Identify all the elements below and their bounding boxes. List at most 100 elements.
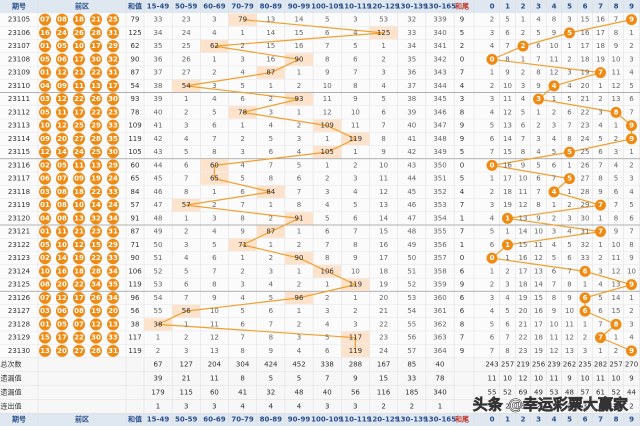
summary-range: 116	[377, 389, 391, 397]
tail-omission: 32	[581, 241, 590, 249]
tail-omission: 17	[581, 42, 590, 50]
ball-circle	[56, 26, 68, 39]
tail-hit-circle	[595, 226, 606, 238]
tail-omission: 8	[505, 55, 509, 63]
ball-number: 08	[57, 214, 67, 222]
watermark: 头条 @幸运彩票大赢家	[473, 396, 628, 414]
range-omission: 49	[407, 241, 416, 249]
summary-range: 2	[381, 403, 385, 411]
ball-number: 22	[91, 69, 101, 77]
tail-hit-circle	[579, 265, 591, 277]
ball-number: 34	[108, 294, 118, 302]
range-omission: 5	[184, 148, 188, 156]
ball-circle	[39, 278, 51, 291]
tail-omission: 16	[519, 254, 528, 262]
tail-omission: 2	[614, 347, 618, 355]
tail: 3	[460, 95, 464, 103]
tail-hit: 5	[567, 29, 572, 37]
tail-omission: 3	[552, 228, 556, 236]
summary-range: 4	[297, 403, 302, 411]
range-omission: 1	[297, 228, 301, 236]
tail-omission: 9	[629, 254, 633, 262]
range-hit: 96	[295, 294, 304, 302]
ball-number: 15	[91, 241, 101, 249]
tail-omission: 18	[503, 188, 512, 196]
range-omission: 2	[353, 307, 357, 315]
tail: 7	[460, 69, 464, 77]
tail-omission: 21	[581, 95, 590, 103]
tail-omission: 1	[505, 228, 509, 236]
range-omission: 4	[212, 29, 217, 37]
summary-tail: 11	[488, 375, 497, 383]
range-omission: 2	[240, 42, 244, 50]
tail-hit: 7	[598, 334, 603, 342]
range-omission: 5	[240, 307, 244, 315]
range-omission: 6	[269, 307, 274, 315]
sum: 119	[128, 281, 141, 289]
ball-number: 12	[57, 294, 67, 302]
range-omission: 2	[212, 69, 216, 77]
ball-circle	[39, 53, 51, 66]
range-omission: 4	[212, 228, 217, 236]
tail-omission: 11	[612, 69, 621, 77]
range-omission: 40	[154, 108, 163, 116]
range-omission: 7	[212, 267, 216, 275]
tail-omission: 16	[503, 161, 512, 169]
range-omission: 11	[351, 122, 360, 130]
ball-circle	[73, 66, 85, 79]
ball-circle	[107, 331, 119, 344]
tail-omission: 9	[521, 161, 525, 169]
range-omission: 345	[433, 95, 446, 103]
tail: 5	[460, 175, 464, 183]
tail-omission: 4	[490, 42, 495, 50]
range-omission: 9	[353, 254, 357, 262]
range-hit: 65	[210, 175, 219, 183]
range-omission: 7	[297, 188, 301, 196]
summary-tail: 53	[550, 389, 559, 397]
tail-omission: 6	[567, 254, 572, 262]
range-omission: 8	[212, 281, 216, 289]
ball-number: 13	[108, 320, 118, 328]
range-omission: 1	[297, 108, 301, 116]
ball-circle	[73, 132, 85, 145]
ball-circle	[56, 119, 68, 132]
ball-number: 11	[74, 82, 84, 90]
range-omission: 356	[433, 241, 447, 249]
tail-omission: 7	[598, 320, 602, 328]
ball-number: 14	[91, 201, 101, 209]
range-omission: 15	[295, 29, 304, 37]
ball-circle	[107, 318, 119, 331]
ball-number: 01	[40, 201, 50, 209]
range-hit: 117	[349, 334, 362, 342]
range-omission: 7	[240, 334, 244, 342]
tail-omission: 1	[629, 148, 633, 156]
ball-number: 29	[91, 122, 101, 130]
range-omission: 2	[297, 241, 301, 249]
tail-omission: 3	[567, 69, 571, 77]
summary-tail: 2	[536, 403, 540, 411]
range-omission: 6	[297, 175, 302, 183]
tail-omission: 13	[612, 95, 621, 103]
range-omission: 2	[297, 320, 301, 328]
tail-omission: 3	[536, 135, 540, 143]
range-omission: 3	[240, 148, 244, 156]
ball-circle	[90, 185, 102, 198]
summary-tail: 61	[596, 389, 605, 397]
range-omission: 34	[154, 29, 163, 37]
ball-number: 24	[108, 201, 118, 209]
ball-number: 06	[40, 175, 50, 183]
tail-omission: 12	[565, 334, 574, 342]
summary-range: 452	[292, 361, 305, 369]
summary-range: 40	[436, 361, 445, 369]
range-omission: 8	[240, 214, 244, 222]
tail-omission: 19	[503, 201, 512, 209]
summary-tail: 9	[629, 375, 633, 383]
tail-omission: 19	[581, 69, 590, 77]
tail-omission: 2	[614, 135, 618, 143]
tail-hit: 7	[598, 228, 603, 236]
ball-number: 33	[108, 254, 118, 262]
range-omission: 8	[353, 241, 357, 249]
range-omission: 36	[407, 69, 416, 77]
range-omission: 8	[184, 188, 188, 196]
range-omission: 36	[154, 55, 163, 63]
